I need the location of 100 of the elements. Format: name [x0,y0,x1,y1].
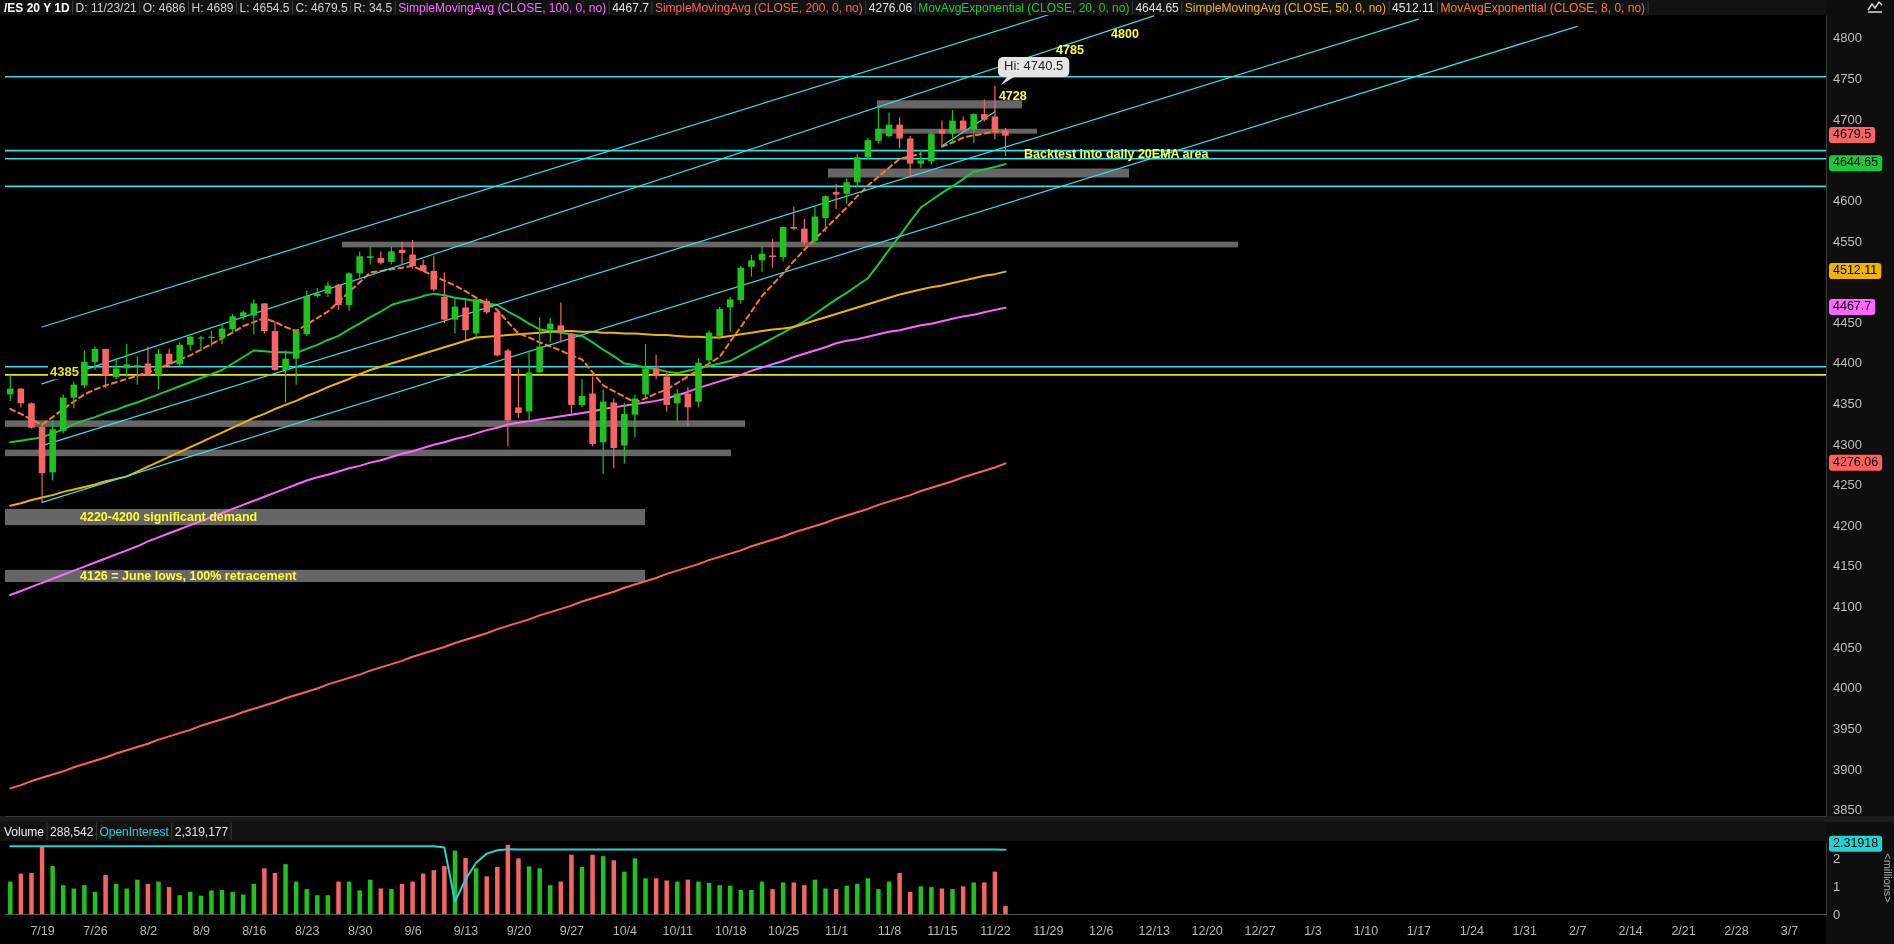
bar [473,868,479,914]
x-tick-label: 11/29 [1033,923,1064,938]
candlestick [546,317,554,343]
y-tick-label: 4400 [1833,355,1862,371]
annotation: 4800 [1111,27,1139,42]
x-tick-label: 10/11 [662,923,694,938]
y-tick-label: 3850 [1833,802,1862,818]
text: SimpleMovingAvg (CLOSE, 100, 0, no) [398,0,607,15]
x-tick-label: 3/7 [1780,923,1799,938]
candlestick [123,343,131,378]
candlestick [843,177,850,205]
bar [696,881,701,914]
bar [897,873,902,914]
text: 4512.11 [1392,0,1435,15]
candlestick [7,374,14,402]
text: 2,319,177 [174,824,229,839]
candlestick [801,218,808,246]
bar [442,866,447,914]
bar [780,882,786,914]
candlestick [112,358,120,380]
candlestick [441,271,448,324]
x-tick-label: 10/18 [715,923,747,938]
x-tick-label: 2/21 [1671,923,1696,938]
bar [982,882,987,914]
bar [389,889,394,914]
candlestick [335,283,342,311]
annotation: 4728 [998,88,1027,103]
bar [844,885,849,914]
candlestick [652,353,660,380]
x-tick-label: 1/24 [1459,923,1485,938]
x-tick-label: 7/19 [30,923,55,938]
x-tick-label: 11/22 [980,923,1011,938]
bar [336,881,341,914]
bar [590,854,595,914]
candlestick [981,98,988,123]
bar [315,895,320,914]
bar [611,860,616,914]
bar [516,858,521,914]
chart-title: /ES 20 Y 1D [4,0,70,15]
bar [272,873,278,914]
y-axis-title: <millions> [1882,853,1894,903]
bar [929,887,934,914]
text: 288,542 [50,824,94,839]
bar [833,889,839,914]
candlestick [557,301,565,343]
candlestick [1002,127,1009,157]
candlestick [430,255,438,292]
line-series [9,462,1007,790]
y-tick-label: 4250 [1833,477,1862,493]
candlestick [229,313,236,335]
bar [1003,905,1008,914]
bar [855,883,860,914]
candlestick [949,109,956,144]
bar [526,866,532,914]
x-tick-label: 7/26 [83,923,108,938]
line-series [9,845,1007,903]
candlestick [674,388,681,425]
candlestick [356,250,363,280]
candlestick [832,183,840,210]
x-tick-label: 11/8 [877,923,902,938]
candlestick [282,349,289,404]
bar [632,858,638,914]
y-tick-label: 4050 [1833,639,1862,655]
bar [135,879,140,914]
y-tick-label: 3950 [1833,720,1862,736]
y-tick-label: 1 [1833,878,1841,894]
bar [209,890,214,914]
x-tick-label: 10/25 [768,923,800,938]
bar [145,883,151,914]
bar [113,883,119,914]
candlestick [970,112,978,144]
bar [463,858,468,914]
bar [8,881,13,914]
bar [230,891,235,914]
band-label: 4220-4200 significant demand [80,510,258,525]
bar [82,885,87,914]
text: 4276.06 [868,0,913,15]
bar [579,866,585,914]
candlestick [515,367,522,419]
text: 4679.5 [1833,127,1872,142]
text: 4467.7 [612,0,650,15]
bar [653,878,659,914]
x-tick-label: 12/6 [1089,923,1114,938]
bar [399,883,405,914]
bar [950,889,955,914]
y-tick-label: 2 [1833,851,1841,867]
y-tick-label: 4000 [1833,680,1862,696]
candlestick [91,345,99,371]
bar [865,878,871,914]
y-tick-label: 4450 [1833,314,1862,330]
y-tick-label: 3900 [1833,761,1862,777]
y-tick-label: 4350 [1833,395,1862,411]
bar [749,889,754,914]
bar [61,885,66,914]
x-tick-label: 8/23 [295,923,320,938]
x-tick-label: 9/27 [559,923,585,938]
x-tick-label: 9/20 [506,923,532,938]
x-tick-label: 11/15 [927,923,958,938]
candlestick [176,341,183,367]
y-tick-label: 4700 [1833,111,1862,127]
